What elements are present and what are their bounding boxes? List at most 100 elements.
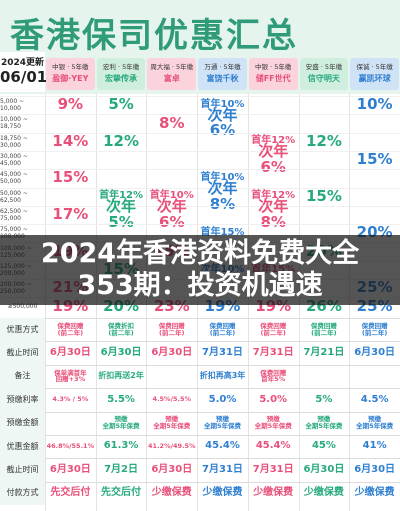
tier-value: 15%: [356, 150, 393, 169]
detail-value: 7月31日: [252, 346, 294, 358]
update-box: 2024更新 06/01: [0, 52, 48, 92]
detail-value: 7月31日: [202, 346, 243, 358]
detail-value: 6月30日: [354, 463, 396, 475]
tier-label: 30,000 ~ 45,000: [0, 153, 28, 168]
detail-value: 先交后付: [101, 487, 142, 499]
update-label: 2024更新: [0, 58, 45, 68]
tier-value: 首年10%: [200, 172, 245, 184]
detail-value: 5.0%: [208, 393, 237, 405]
row-line: [0, 224, 400, 226]
detail-value: 预缴 全期5年保费: [356, 415, 394, 431]
detail-value: 保费回赠 (前二年): [260, 321, 287, 337]
overlay-title: 2024年香港资料免费大全353期：投资机遇速: [40, 238, 360, 301]
update-date: 06/01: [0, 68, 48, 86]
tier-label: 45,000 ~ 50,000: [0, 171, 28, 186]
detail-value: 7月31日: [202, 463, 243, 475]
detail-value: 5.5%: [107, 393, 135, 405]
detail-value: 4.5%: [360, 393, 389, 405]
product: 富卓: [163, 74, 180, 83]
detail-line: [0, 388, 400, 390]
detail-value: 4.5%/5.5%: [152, 395, 191, 404]
detail-label: 预缴利率: [0, 388, 45, 412]
detail-value: 保费回赠 (前二年): [158, 321, 185, 337]
tier-label: ≥500,000: [7, 302, 38, 310]
detail-value: 预缴 全期5年保费: [254, 415, 292, 431]
detail-label: 付款方式: [0, 481, 45, 506]
row-line: [0, 132, 400, 134]
column-header: [299, 58, 349, 90]
tier-label: 50,000 ~ 62,500: [0, 189, 28, 204]
tier-value: 首年12%: [251, 135, 296, 147]
column-header: [248, 58, 298, 90]
detail-value: 预缴 全期5年保费: [203, 415, 241, 431]
detail-line: [0, 341, 400, 343]
tier-value: 次年6%: [258, 142, 289, 177]
tier-value: 首年10%: [200, 98, 245, 110]
detail-value: 45.4%: [205, 440, 240, 452]
detail-line: [0, 318, 400, 319]
detail-value: 保费折扣 (前二年): [108, 321, 135, 337]
tier-value: 首年12%: [99, 190, 144, 202]
tier-value: 14%: [52, 131, 89, 150]
detail-value: 7月2日: [104, 463, 139, 475]
detail-label: 优惠金额: [0, 435, 45, 459]
detail-value: 7月21日: [303, 346, 345, 358]
row-line: [0, 187, 400, 189]
detail-value: 保费回赠 (前二年): [361, 321, 388, 337]
tier-value: 17%: [52, 205, 89, 224]
overlay-band: [0, 235, 400, 305]
detail-value: 61.3%: [103, 440, 139, 452]
detail-value: 预缴 全期5年保费: [305, 415, 343, 431]
tier-value: 首年10%: [149, 190, 194, 202]
tier-value: 9%: [57, 95, 84, 114]
title: 香港保司优惠汇总: [10, 16, 298, 56]
detail-value: 4.3% / 5%: [52, 395, 89, 404]
detail-value: 预缴 全期5年保费: [153, 415, 191, 431]
tier-label: 5,000 ~ 10,000: [0, 98, 25, 113]
row-line: [0, 96, 400, 97]
detail-label: 备注: [0, 364, 45, 389]
product: 信守明天: [307, 74, 340, 83]
tier-value: 12%: [103, 131, 139, 150]
row-line: [0, 114, 400, 116]
detail-value: 45.4%: [255, 440, 291, 452]
detail-value: 45%: [311, 440, 336, 452]
tier-value: 首年15%: [200, 226, 245, 238]
detail-value: 7月31日: [252, 463, 294, 475]
detail-value: 6月30日: [100, 346, 142, 358]
tier-value: 次年8%: [258, 197, 289, 231]
tier-value: 5%: [108, 95, 134, 114]
detail-label: 截止时间: [0, 341, 45, 365]
detail-value: 先交后付: [50, 487, 91, 499]
detail-value: 6月30日: [151, 346, 193, 358]
product: 富饶千秋: [206, 74, 239, 83]
product: 宏挚传承: [105, 74, 138, 83]
detail-value: 少缴保费: [303, 487, 344, 499]
company: 安盛 · 5年缴: [305, 63, 343, 71]
company: 周大福 · 5年缴: [150, 63, 194, 71]
detail-value: 少缴保费: [202, 487, 243, 499]
detail-value: 保单满首年 回赠+3%: [54, 368, 87, 384]
product: 赢凯环球: [358, 74, 391, 83]
company: 保诚 · 5年缴: [356, 63, 393, 71]
detail-value: 6月30日: [151, 463, 193, 475]
detail-value: 折扣再送2年: [98, 371, 144, 381]
tier-label: 62,500 ~ 75,000: [0, 207, 28, 222]
product: 储FF世代: [255, 74, 291, 83]
detail-label: 预缴金额: [0, 411, 45, 435]
column-header: [350, 58, 399, 90]
detail-value: 6月30日: [303, 463, 345, 475]
detail-line: [0, 411, 400, 413]
tier-value: 次年6%: [156, 197, 187, 231]
tier-value: 15%: [305, 186, 342, 205]
detail-value: 折扣再高3年: [199, 371, 246, 381]
detail-value: 5.0%: [259, 393, 288, 405]
detail-label: 截止时间: [0, 458, 45, 482]
detail-value: 41.2%/49.5%: [148, 442, 196, 451]
company: 宏利 · 5年缴: [102, 63, 140, 71]
tier-value: 10%: [356, 95, 393, 114]
tier-value: 次年5%: [106, 197, 137, 231]
row-line: [0, 169, 400, 171]
tier-label: 18,750 ~ 30,000: [0, 134, 28, 149]
